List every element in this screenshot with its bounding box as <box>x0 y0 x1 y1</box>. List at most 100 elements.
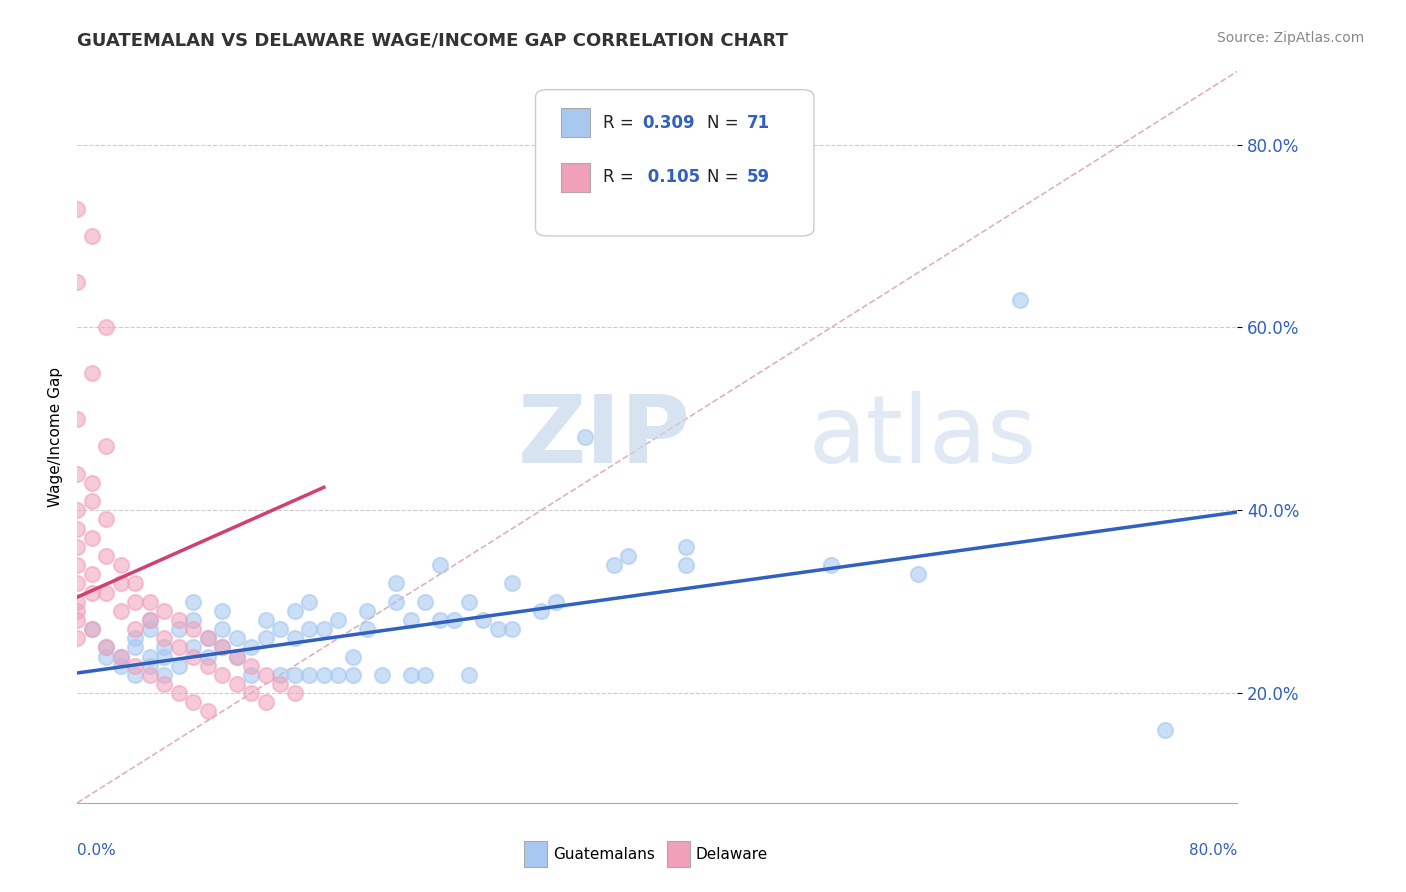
Point <box>240 658 263 673</box>
Point <box>240 686 263 700</box>
Point <box>153 640 176 655</box>
Point <box>96 649 118 664</box>
Bar <box>561 163 591 192</box>
Point <box>254 613 277 627</box>
Point <box>110 658 132 673</box>
Point <box>124 576 146 591</box>
Point <box>110 576 132 591</box>
Point <box>907 567 929 582</box>
Point <box>66 594 89 608</box>
Point <box>66 632 89 646</box>
Point <box>80 531 103 545</box>
Point <box>225 649 247 664</box>
Point <box>124 658 146 673</box>
Point <box>284 686 307 700</box>
Point <box>312 667 335 681</box>
Point <box>617 549 640 563</box>
Point <box>269 622 291 636</box>
Point <box>139 594 162 608</box>
Point <box>96 640 118 655</box>
Point <box>139 613 162 627</box>
Point <box>110 649 132 664</box>
Point <box>139 622 162 636</box>
Point <box>225 649 247 664</box>
Point <box>124 632 146 646</box>
Point <box>675 540 697 554</box>
Point <box>312 622 335 636</box>
Point <box>153 632 176 646</box>
Text: 0.309: 0.309 <box>643 113 695 131</box>
Text: 0.105: 0.105 <box>643 169 700 186</box>
Point <box>167 686 190 700</box>
Bar <box>666 841 690 867</box>
FancyBboxPatch shape <box>536 90 814 236</box>
Point <box>66 275 89 289</box>
Point <box>80 366 103 380</box>
Point <box>66 412 89 426</box>
Point <box>1008 293 1031 307</box>
Text: Source: ZipAtlas.com: Source: ZipAtlas.com <box>1216 31 1364 45</box>
Point <box>1153 723 1175 737</box>
Point <box>153 667 176 681</box>
Point <box>298 622 321 636</box>
Point <box>153 604 176 618</box>
Point <box>80 229 103 244</box>
Point <box>124 622 146 636</box>
Point <box>66 558 89 573</box>
Point <box>80 622 103 636</box>
Point <box>211 640 233 655</box>
Bar <box>524 841 547 867</box>
Point <box>197 705 219 719</box>
Point <box>197 632 219 646</box>
Text: R =: R = <box>603 113 638 131</box>
Text: N =: N = <box>707 113 744 131</box>
Point <box>96 320 118 334</box>
Point <box>544 594 567 608</box>
Point <box>153 649 176 664</box>
Point <box>284 604 307 618</box>
Point <box>399 667 422 681</box>
Point <box>328 613 350 627</box>
Point <box>183 622 205 636</box>
Point <box>139 649 162 664</box>
Point <box>183 613 205 627</box>
Text: 80.0%: 80.0% <box>1189 843 1237 858</box>
Point <box>124 640 146 655</box>
Point <box>486 622 509 636</box>
Point <box>254 695 277 709</box>
Point <box>530 604 553 618</box>
Point <box>269 677 291 691</box>
Point <box>66 604 89 618</box>
Point <box>66 540 89 554</box>
Point <box>80 585 103 599</box>
Point <box>240 640 263 655</box>
Point <box>167 640 190 655</box>
Point <box>80 475 103 490</box>
Point <box>96 585 118 599</box>
Point <box>211 622 233 636</box>
Point <box>284 667 307 681</box>
Point <box>66 467 89 481</box>
Point <box>501 576 523 591</box>
Point <box>413 594 436 608</box>
Point <box>413 667 436 681</box>
Point <box>501 622 523 636</box>
Point <box>66 576 89 591</box>
Point <box>385 594 408 608</box>
Point <box>66 503 89 517</box>
Point <box>269 667 291 681</box>
Point <box>153 677 176 691</box>
Point <box>96 640 118 655</box>
Point <box>96 439 118 453</box>
Point <box>574 430 596 444</box>
Point <box>66 521 89 535</box>
Text: atlas: atlas <box>808 391 1036 483</box>
Point <box>211 640 233 655</box>
Point <box>443 613 465 627</box>
Text: 0.0%: 0.0% <box>77 843 117 858</box>
Point <box>139 658 162 673</box>
Point <box>80 567 103 582</box>
Point <box>457 594 479 608</box>
Point <box>225 677 247 691</box>
Point <box>254 667 277 681</box>
